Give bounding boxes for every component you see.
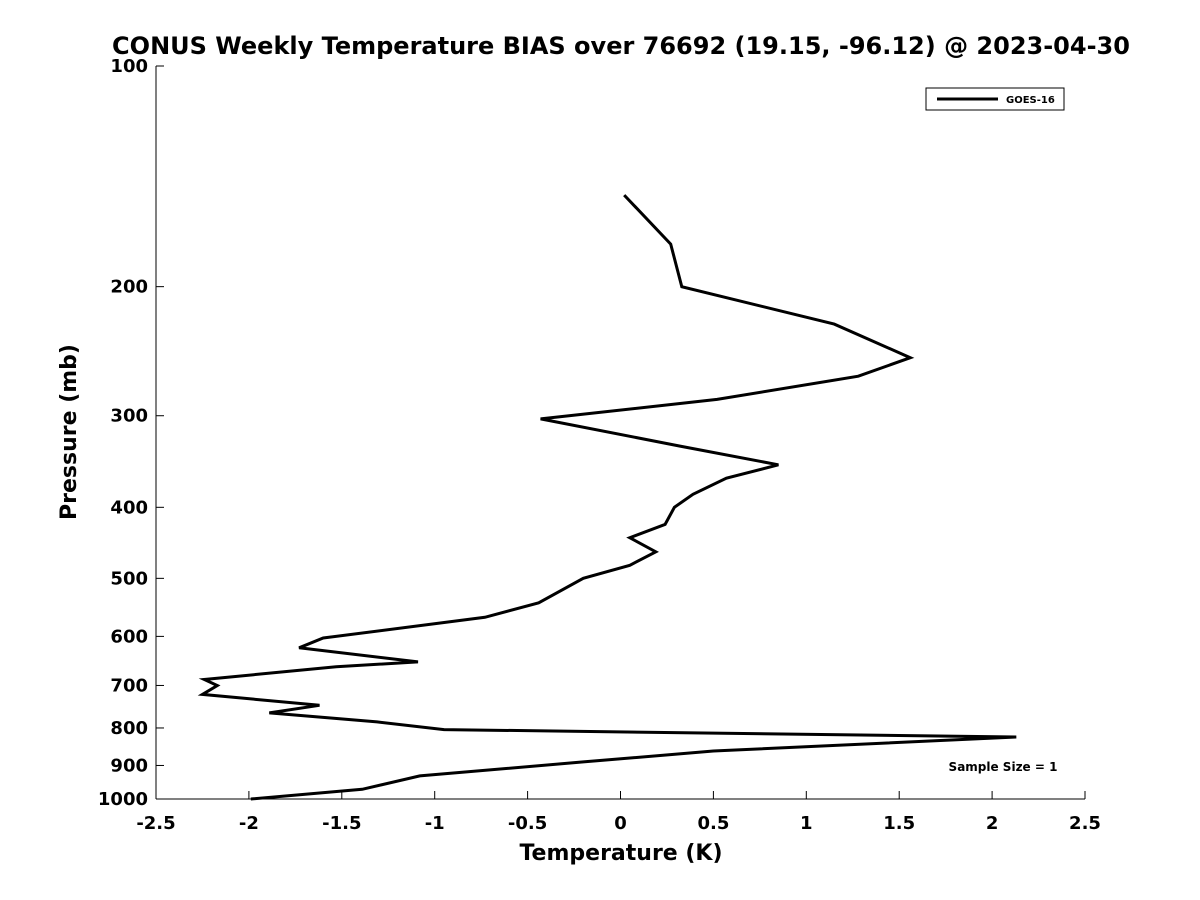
y-tick-label-5: 600 (110, 626, 148, 647)
chart-title: CONUS Weekly Temperature BIAS over 76692… (112, 32, 1130, 60)
x-tick-label-5: 0 (614, 813, 627, 834)
legend-entry-goes-16: GOES-16 (1006, 95, 1055, 106)
y-tick-label-2: 300 (110, 406, 148, 427)
x-tick-label-0: -2.5 (136, 813, 175, 834)
x-tick-label-2: -1.5 (322, 813, 361, 834)
x-tick-label-1: -2 (239, 813, 259, 834)
y-tick-label-1: 200 (110, 277, 148, 298)
y-tick-label-7: 800 (110, 718, 148, 739)
x-tick-label-9: 2 (986, 813, 999, 834)
sample-size-annotation: Sample Size = 1 (949, 760, 1058, 774)
x-tick-label-8: 1.5 (883, 813, 915, 834)
y-axis-label: Pressure (mb) (57, 344, 82, 520)
x-tick-label-10: 2.5 (1069, 813, 1101, 834)
y-tick-label-9: 1000 (98, 789, 148, 810)
legend: GOES-16 (925, 87, 1065, 111)
x-tick-label-3: -1 (425, 813, 445, 834)
y-tick-label-3: 400 (110, 497, 148, 518)
x-tick-label-7: 1 (800, 813, 813, 834)
plot-area: -2.5 -2 -1.5 -1 -0.5 0 0.5 1 1.5 2 2.5 100 200 300 400… (98, 56, 1101, 834)
y-tick-label-4: 500 (110, 568, 148, 589)
x-tick-label-6: 0.5 (697, 813, 729, 834)
series-line-goes-16 (197, 194, 1017, 801)
x-tick-label-4: -0.5 (508, 813, 547, 834)
y-tick-label-8: 900 (110, 755, 148, 776)
x-axis-label: Temperature (K) (519, 841, 722, 866)
y-tick-label-0: 100 (110, 56, 148, 77)
y-tick-label-6: 700 (110, 675, 148, 696)
